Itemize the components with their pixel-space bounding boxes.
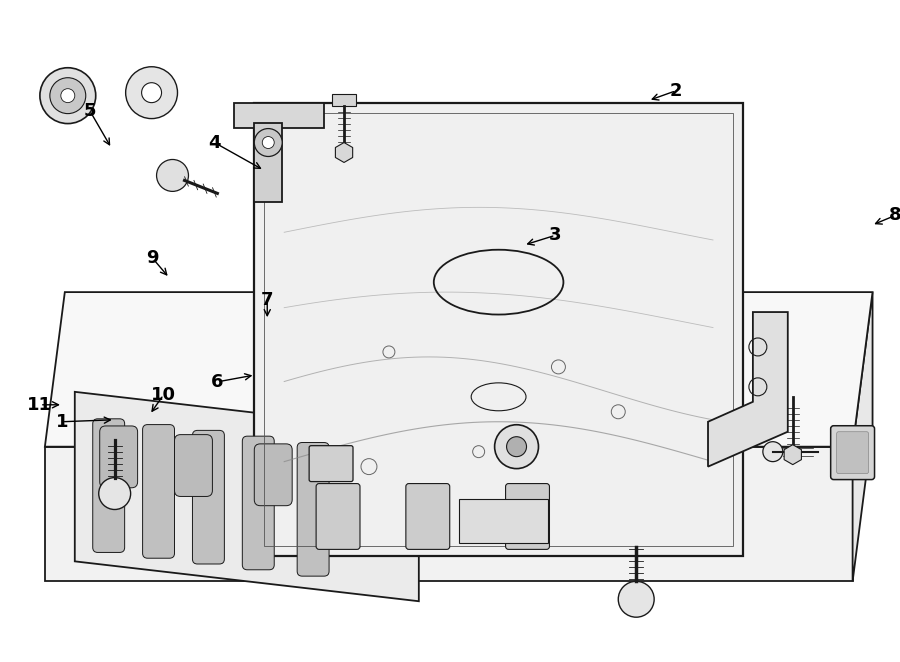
FancyBboxPatch shape [100,426,138,488]
Bar [255,122,283,203]
FancyBboxPatch shape [831,426,875,479]
Polygon shape [45,447,852,581]
Polygon shape [45,292,872,447]
FancyBboxPatch shape [175,435,212,496]
FancyBboxPatch shape [193,430,224,564]
Text: 1: 1 [56,412,68,431]
Circle shape [157,160,188,191]
Text: 6: 6 [212,373,223,391]
FancyBboxPatch shape [506,483,550,549]
Text: 7: 7 [261,291,274,309]
Circle shape [50,77,86,114]
FancyBboxPatch shape [93,419,124,552]
Text: 11: 11 [27,396,52,414]
Text: 9: 9 [147,249,158,267]
FancyBboxPatch shape [297,442,329,576]
Polygon shape [852,292,872,581]
Bar [234,103,324,128]
FancyBboxPatch shape [309,446,353,481]
Bar [459,498,548,544]
Circle shape [61,89,75,103]
Circle shape [763,442,783,461]
Polygon shape [255,103,742,556]
Polygon shape [708,312,788,467]
Circle shape [618,581,654,617]
Polygon shape [75,392,418,601]
Bar [332,93,356,106]
Text: 5: 5 [84,102,96,120]
Circle shape [40,68,95,124]
Circle shape [495,425,538,469]
FancyBboxPatch shape [255,444,292,506]
Text: 10: 10 [151,386,176,404]
Text: 3: 3 [549,226,562,244]
FancyBboxPatch shape [406,483,450,549]
Text: 2: 2 [670,81,682,100]
Circle shape [141,83,161,103]
Circle shape [507,437,526,457]
Circle shape [99,477,130,510]
Circle shape [262,136,274,148]
FancyBboxPatch shape [142,424,175,558]
FancyBboxPatch shape [316,483,360,549]
Circle shape [126,67,177,118]
Text: 4: 4 [208,134,220,152]
Text: 8: 8 [889,207,900,224]
FancyBboxPatch shape [837,432,868,473]
Circle shape [255,128,283,156]
FancyBboxPatch shape [242,436,274,570]
